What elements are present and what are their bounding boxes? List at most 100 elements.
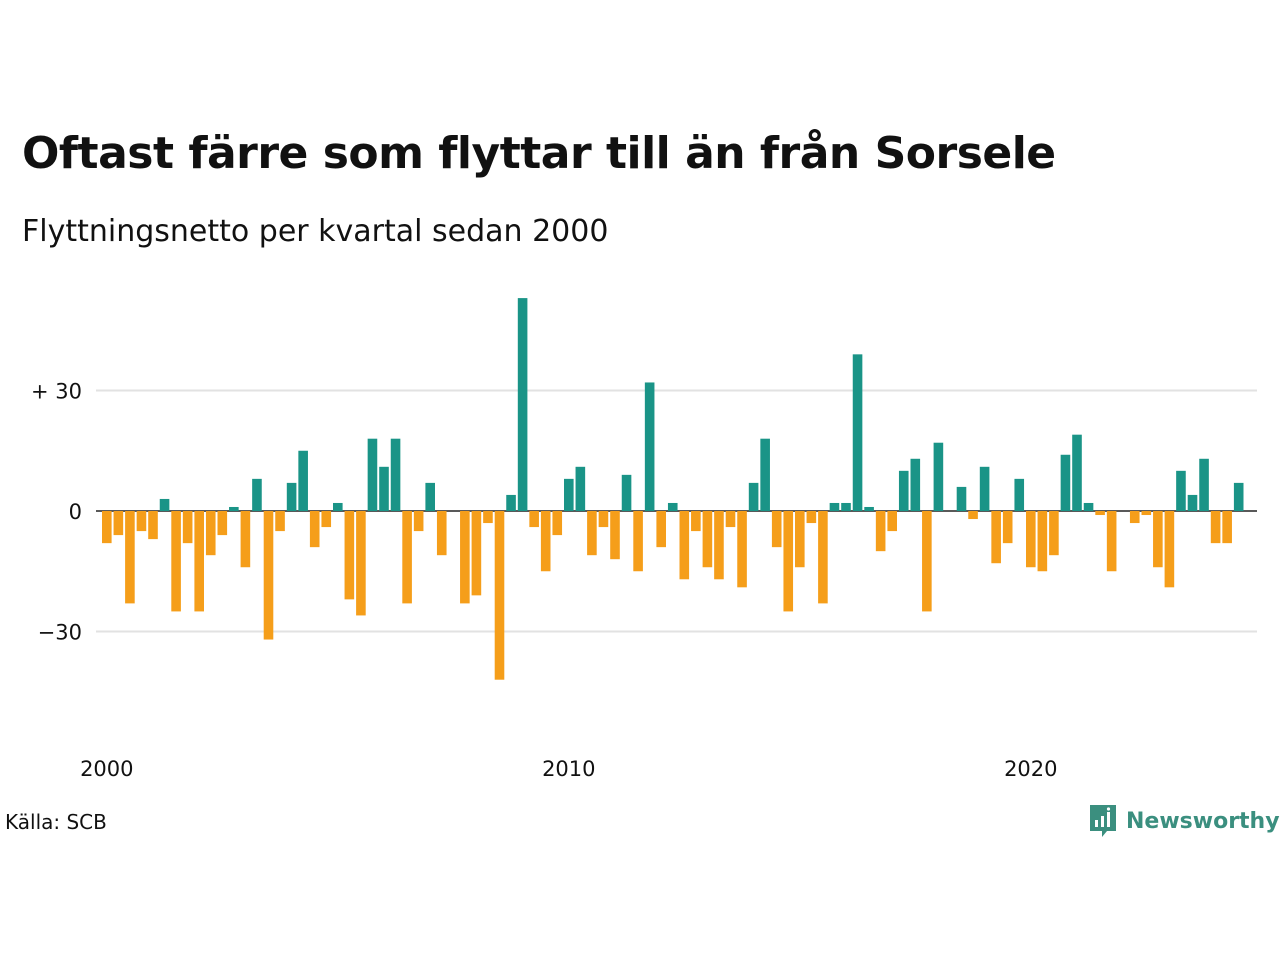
bar	[229, 506, 239, 511]
bar	[1106, 511, 1117, 572]
axis-labels: + 30 0 −30 2000 2010 2020	[31, 379, 1058, 781]
bar	[806, 511, 817, 524]
bar	[1210, 511, 1221, 544]
bar	[968, 511, 978, 520]
bar	[494, 511, 505, 680]
bar	[564, 478, 574, 511]
bar	[506, 494, 516, 511]
chart-title: Oftast färre som flyttar till än från So…	[22, 128, 1056, 179]
bar	[1072, 434, 1082, 511]
bar	[760, 438, 770, 511]
bar	[771, 511, 782, 548]
bar	[1187, 494, 1198, 511]
bar	[171, 511, 181, 612]
bar	[460, 511, 470, 604]
bar	[748, 482, 759, 511]
bar	[252, 478, 262, 511]
y-tick-label: −30	[38, 621, 82, 645]
bar	[413, 511, 424, 532]
bar	[887, 511, 897, 532]
bar	[1199, 458, 1209, 511]
bar	[390, 438, 401, 511]
x-tick-label: 2000	[80, 757, 133, 781]
bar	[1037, 511, 1048, 572]
bar	[621, 474, 632, 511]
bar	[1222, 511, 1232, 544]
bar	[379, 466, 389, 511]
bar	[1014, 478, 1025, 511]
bar	[529, 511, 539, 528]
bar	[898, 470, 909, 511]
y-tick-label: 0	[69, 500, 82, 524]
bar	[367, 438, 378, 511]
bar	[679, 511, 690, 580]
bar	[344, 511, 355, 600]
bar	[795, 511, 805, 568]
bar	[667, 502, 678, 511]
bar	[263, 511, 274, 640]
bar	[610, 511, 620, 560]
bar	[1002, 511, 1013, 544]
bar	[1176, 470, 1186, 511]
bar	[483, 511, 493, 524]
bar	[714, 511, 724, 580]
bar	[979, 466, 990, 511]
bars	[102, 298, 1244, 680]
bar	[1083, 502, 1094, 511]
y-tick-label: + 30	[31, 379, 82, 403]
bar	[633, 511, 643, 572]
bar	[656, 511, 666, 548]
bar	[852, 354, 863, 511]
bar	[552, 511, 563, 536]
bar	[194, 511, 204, 612]
bar	[286, 482, 297, 511]
bar	[841, 502, 851, 511]
bar	[922, 511, 932, 612]
bar	[298, 450, 308, 511]
bar	[102, 511, 112, 544]
bar	[1141, 511, 1152, 516]
bar	[159, 498, 170, 511]
bar	[1095, 511, 1105, 516]
bar	[113, 511, 124, 536]
bar	[275, 511, 285, 532]
bar	[125, 511, 135, 604]
bar	[829, 502, 840, 511]
bar	[148, 511, 158, 540]
bar	[691, 511, 701, 532]
chart-subtitle: Flyttningsnetto per kvartal sedan 2000	[22, 214, 609, 249]
newsworthy-logo: Newsworthy	[1088, 803, 1280, 839]
bar	[1164, 511, 1175, 588]
bar	[910, 458, 921, 511]
bar	[1129, 511, 1140, 524]
bar	[783, 511, 794, 612]
bar	[136, 511, 147, 532]
logo-text: Newsworthy	[1126, 808, 1280, 834]
bar	[402, 511, 412, 604]
bar	[644, 382, 655, 511]
bar	[818, 511, 828, 604]
x-tick-label: 2010	[542, 757, 595, 781]
bar	[933, 442, 944, 511]
bar	[182, 511, 193, 544]
newsworthy-chart-icon	[1090, 805, 1116, 837]
bar	[1153, 511, 1163, 568]
bar	[587, 511, 597, 556]
bar-chart: + 30 0 −30 2000 2010 2020	[31, 298, 1257, 781]
bar	[1233, 482, 1244, 511]
bar	[321, 511, 332, 528]
bar	[956, 486, 967, 511]
source-label: Källa: SCB	[5, 810, 107, 834]
bar	[1060, 454, 1071, 511]
bar	[240, 511, 251, 568]
bar	[864, 506, 874, 511]
bar	[737, 511, 747, 588]
bar	[217, 511, 228, 536]
bar	[991, 511, 1001, 564]
bar	[575, 466, 586, 511]
bar	[517, 298, 528, 511]
bar	[356, 511, 366, 616]
bar	[702, 511, 713, 568]
bar	[725, 511, 736, 528]
x-tick-label: 2020	[1004, 757, 1057, 781]
